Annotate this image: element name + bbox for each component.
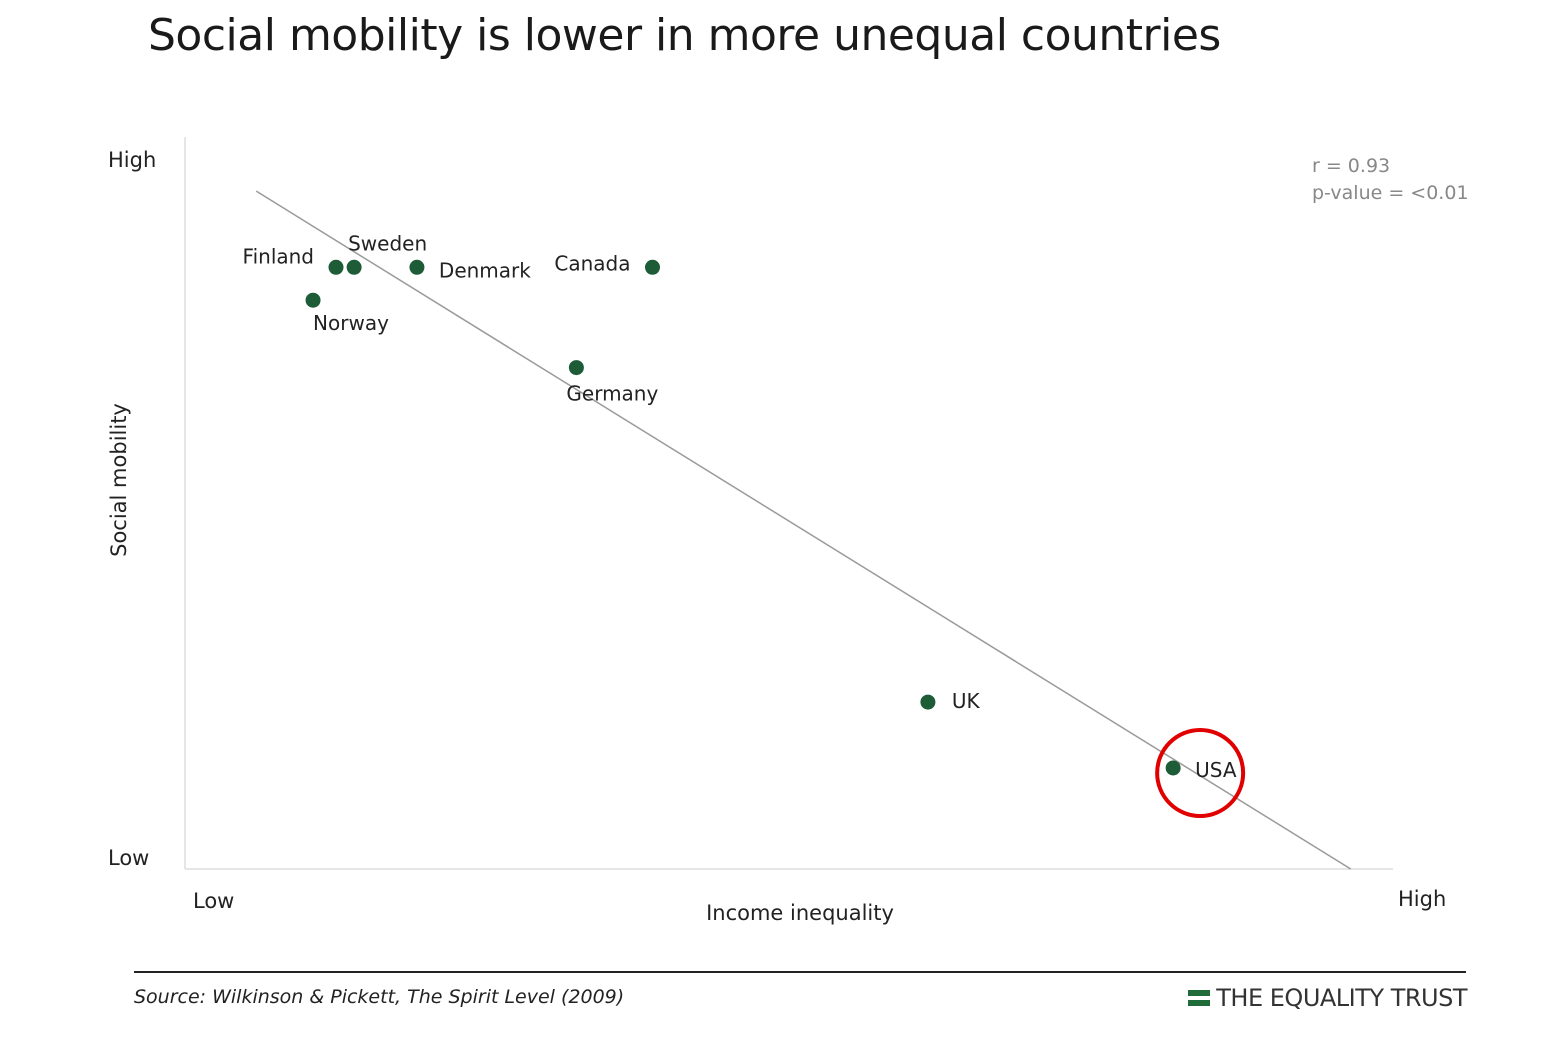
y-tick-low: Low [108,846,149,870]
brand-logo: THE EQUALITY TRUST [1188,984,1467,1012]
source-book: The Spirit Level [407,986,555,1008]
stat-p-value: p-value = <0.01 [1312,182,1469,204]
trend-line [255,190,1352,870]
x-axis-label: Income inequality [706,901,894,925]
y-tick-high: High [108,148,156,172]
point-finland [328,259,344,275]
point-uk [920,694,936,710]
point-denmark [409,259,425,275]
chart-title: Social mobility is lower in more unequal… [148,10,1221,61]
y-axis-label: Social mobility [107,403,131,557]
label-usa: USA [1195,758,1237,782]
label-denmark: Denmark [439,258,531,282]
source-prefix: Source: Wilkinson & Pickett, [134,986,408,1008]
label-sweden: Sweden [348,231,427,255]
point-usa [1165,760,1181,776]
label-uk: UK [952,689,981,713]
point-norway [305,292,321,308]
label-norway: Norway [313,311,389,335]
point-canada [644,259,660,275]
point-sweden [346,259,362,275]
highlight-circle [1155,727,1246,818]
label-finland: Finland [243,244,314,268]
x-tick-high: High [1398,887,1446,911]
brand-name: THE EQUALITY TRUST [1216,984,1467,1012]
footer-divider [134,971,1466,973]
equality-trust-logo-icon [1188,990,1211,1006]
stat-r: r = 0.93 [1312,155,1390,177]
data-points [305,259,1181,776]
source-note: Source: Wilkinson & Pickett, The Spirit … [134,986,624,1008]
label-germany: Germany [566,382,658,406]
data-labels: Finland Sweden Norway Denmark Canada Germany U… [243,231,1237,782]
point-germany [568,360,584,376]
x-tick-low: Low [193,889,234,913]
source-year: (2009) [554,986,625,1008]
label-canada: Canada [554,251,630,275]
